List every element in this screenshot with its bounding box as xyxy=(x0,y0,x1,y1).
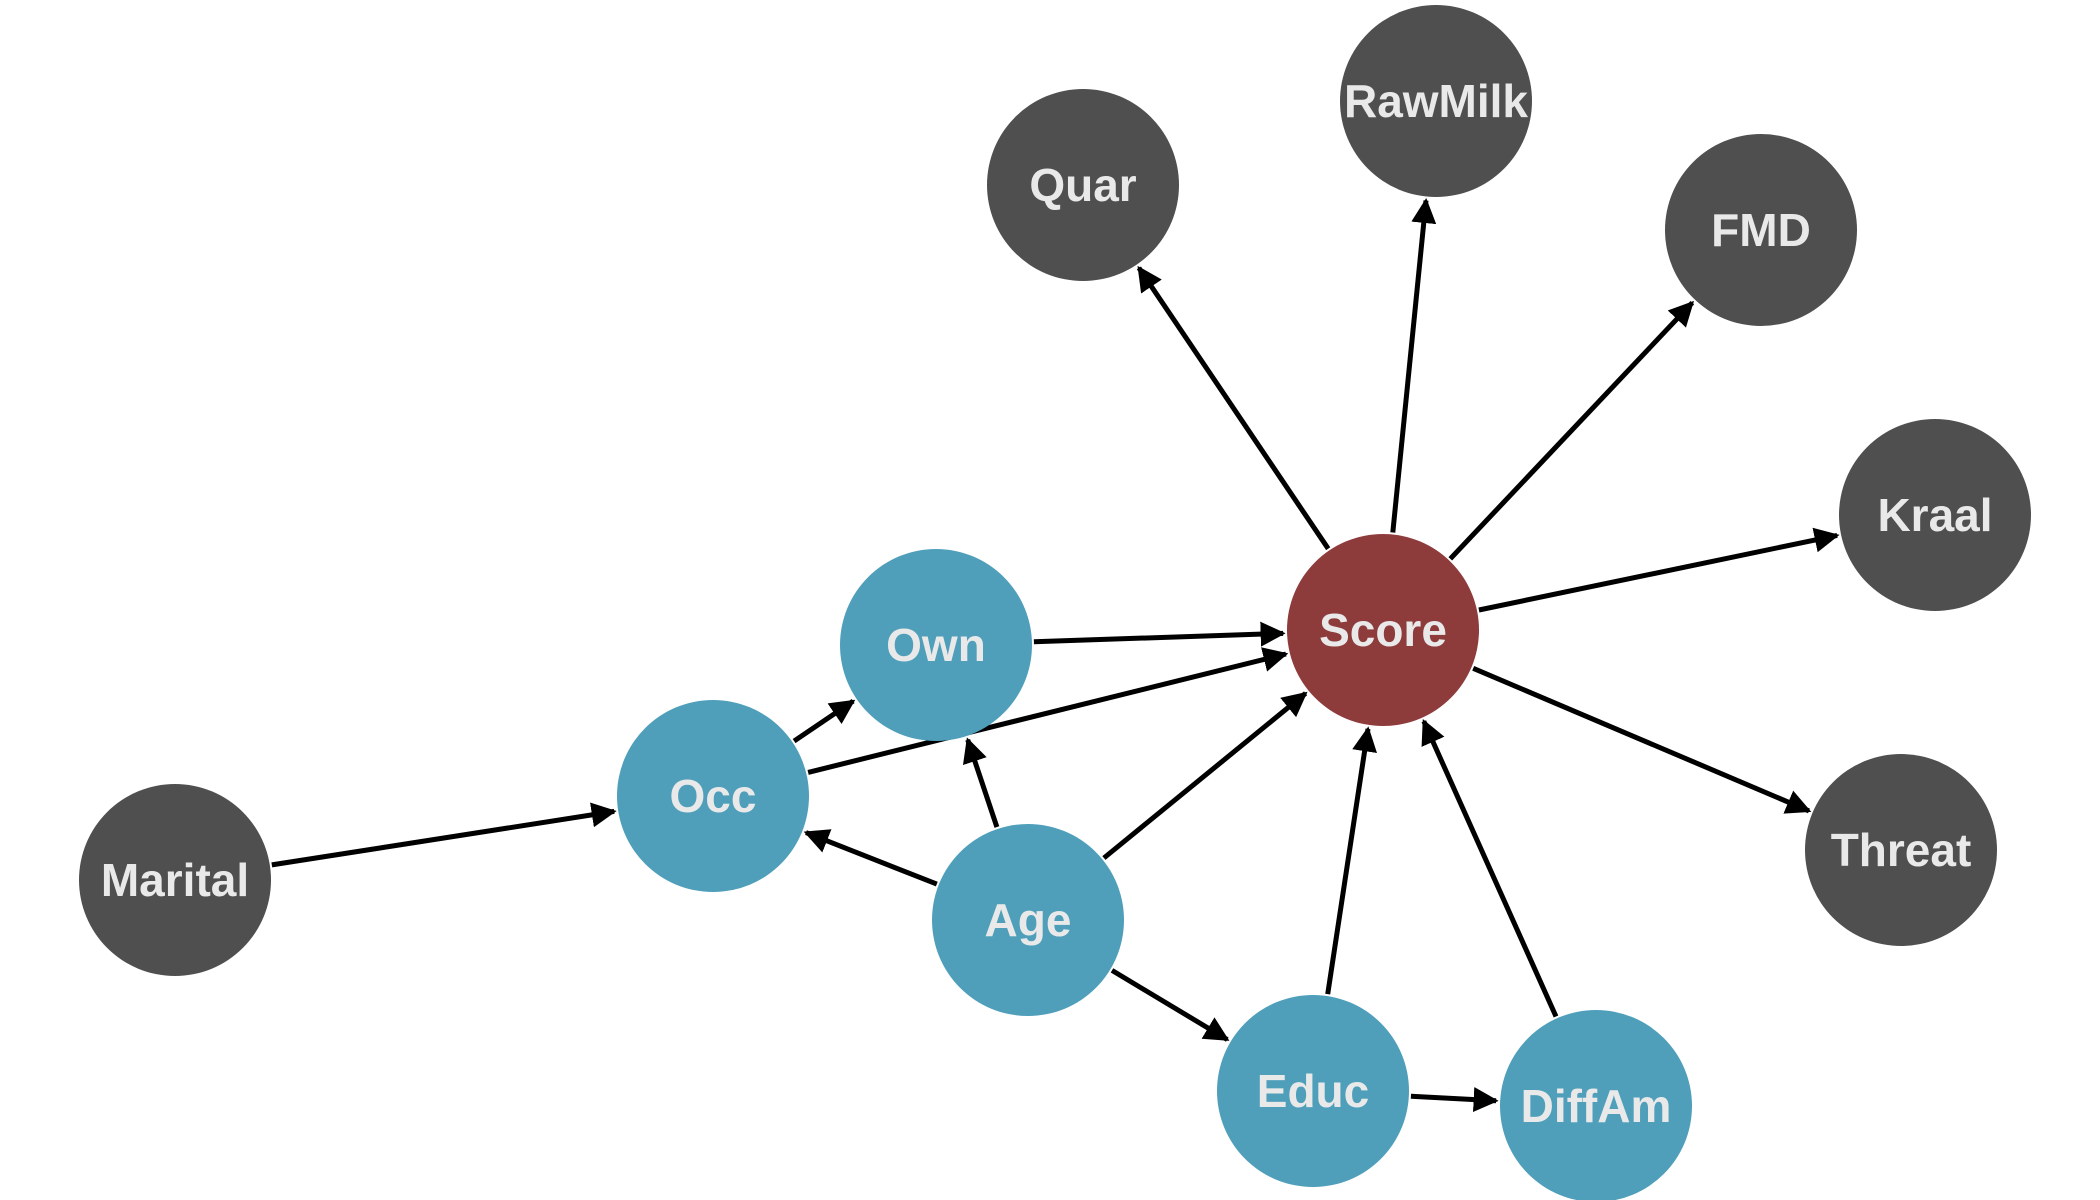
node-label-quar: Quar xyxy=(1029,159,1136,211)
node-circle-educ xyxy=(1217,995,1409,1187)
node-label-educ: Educ xyxy=(1257,1065,1369,1117)
edge-occ-to-own xyxy=(792,699,856,744)
node-own: Own xyxy=(840,549,1032,741)
node-circle-kraal xyxy=(1839,419,2031,611)
node-rawmilk: RawMilk xyxy=(1340,5,1532,197)
edge-score-to-threat xyxy=(1472,665,1812,814)
node-label-fmd: FMD xyxy=(1711,204,1811,256)
node-label-diffam: DiffAm xyxy=(1521,1080,1672,1132)
node-score: Score xyxy=(1287,534,1479,726)
node-circle-threat xyxy=(1805,754,1997,946)
edge-marital-to-occ xyxy=(271,802,617,868)
node-kraal: Kraal xyxy=(1839,419,2031,611)
node-circle-age xyxy=(932,824,1124,1016)
edge-score-to-kraal xyxy=(1478,527,1840,613)
edge-age-to-own xyxy=(962,737,1000,828)
node-label-occ: Occ xyxy=(670,770,757,822)
edge-own-to-score xyxy=(1033,621,1286,647)
node-label-marital: Marital xyxy=(101,854,249,906)
edge-occ-to-score xyxy=(807,647,1289,775)
edge-educ-to-diffam xyxy=(1410,1087,1499,1112)
node-occ: Occ xyxy=(617,700,809,892)
node-circle-diffam xyxy=(1500,1010,1692,1200)
edge-diffam-to-score xyxy=(1421,719,1559,1018)
node-label-kraal: Kraal xyxy=(1877,489,1992,541)
node-quar: Quar xyxy=(987,89,1179,281)
edges xyxy=(271,198,1840,1112)
edge-score-to-rawmilk xyxy=(1390,198,1437,533)
node-threat: Threat xyxy=(1805,754,1997,946)
edge-educ-to-score xyxy=(1325,726,1377,995)
node-label-rawmilk: RawMilk xyxy=(1344,75,1528,127)
node-circle-rawmilk xyxy=(1340,5,1532,197)
node-label-score: Score xyxy=(1319,604,1447,656)
edge-age-to-educ xyxy=(1110,968,1230,1042)
edge-score-to-quar xyxy=(1136,265,1331,551)
node-educ: Educ xyxy=(1217,995,1409,1187)
edge-score-to-fmd xyxy=(1448,300,1695,561)
node-circle-marital xyxy=(79,784,271,976)
node-circle-quar xyxy=(987,89,1179,281)
node-label-threat: Threat xyxy=(1831,824,1972,876)
node-circle-score xyxy=(1287,534,1479,726)
node-circle-fmd xyxy=(1665,134,1857,326)
node-marital: Marital xyxy=(79,784,271,976)
edge-age-to-occ xyxy=(803,829,938,887)
node-label-own: Own xyxy=(886,619,986,671)
node-diffam: DiffAm xyxy=(1500,1010,1692,1200)
node-circle-occ xyxy=(617,700,809,892)
edge-age-to-score xyxy=(1102,691,1308,860)
node-fmd: FMD xyxy=(1665,134,1857,326)
node-circle-own xyxy=(840,549,1032,741)
node-age: Age xyxy=(932,824,1124,1016)
node-label-age: Age xyxy=(985,894,1072,946)
nodes: Score Quar RawMilk FMD Kraal Threat Own Occ Age E… xyxy=(79,5,2031,1200)
